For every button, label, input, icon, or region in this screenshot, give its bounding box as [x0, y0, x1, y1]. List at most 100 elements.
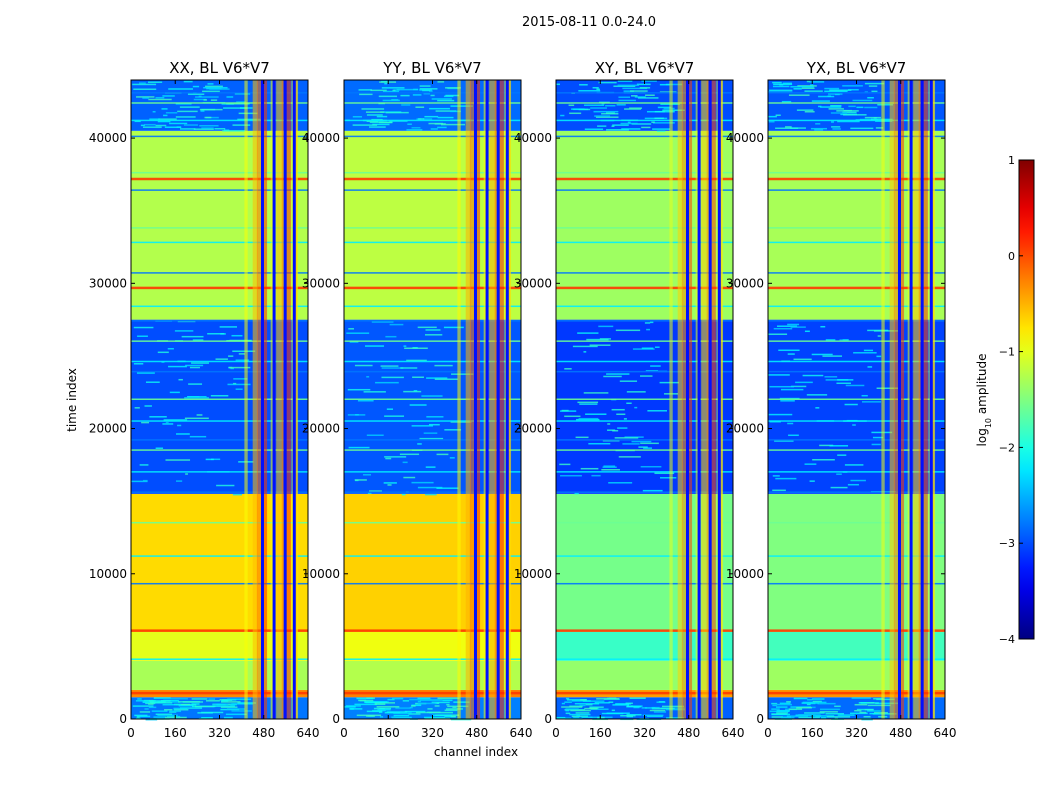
speckle — [223, 107, 248, 109]
streak — [556, 102, 733, 104]
speckle — [639, 87, 651, 89]
speckle — [812, 459, 835, 461]
streak — [344, 360, 521, 363]
streak — [344, 582, 521, 585]
speckle — [850, 712, 868, 715]
x-tick-label: 480 — [889, 726, 912, 740]
speckle — [209, 88, 230, 90]
speckle — [601, 469, 620, 471]
speckle — [572, 345, 598, 348]
speckle — [871, 90, 878, 93]
streak — [556, 92, 733, 94]
speckle — [564, 368, 572, 370]
speckle — [663, 107, 675, 110]
speckle — [876, 698, 895, 701]
streak — [768, 320, 945, 322]
speckle — [401, 104, 411, 106]
x-tick-label: 480 — [677, 726, 700, 740]
speckle — [193, 128, 214, 130]
speckle — [560, 114, 565, 117]
streak — [131, 449, 308, 451]
speckle — [450, 110, 461, 113]
streak — [344, 471, 521, 473]
speckle — [434, 702, 440, 705]
speckle — [165, 459, 191, 461]
colorbar-tick-label: −3 — [999, 537, 1015, 550]
speckle — [834, 705, 841, 708]
speckle — [412, 94, 422, 96]
speckle — [165, 421, 169, 424]
rfi-stripe — [281, 80, 286, 719]
speckle — [215, 358, 228, 360]
streak — [131, 491, 308, 493]
speckle — [347, 388, 371, 391]
speckle — [406, 129, 423, 131]
speckle — [173, 703, 191, 706]
speckle — [359, 699, 374, 702]
speckle — [132, 83, 157, 86]
speckle — [776, 703, 792, 706]
speckle — [407, 123, 412, 125]
rfi-stripe — [913, 80, 920, 719]
speckle — [216, 703, 226, 706]
speckle — [566, 699, 587, 701]
speckle — [426, 377, 448, 379]
speckle — [618, 96, 631, 98]
speckle — [376, 706, 400, 708]
speckle — [366, 376, 370, 378]
x-tick-label: 0 — [764, 726, 772, 740]
y-tick-label: 10000 — [514, 567, 552, 581]
streak — [556, 286, 733, 290]
speckle — [780, 716, 795, 719]
speckle — [207, 83, 214, 85]
streak — [768, 691, 945, 695]
streak — [556, 420, 733, 422]
speckle — [824, 376, 838, 378]
streak — [768, 171, 945, 174]
speckle — [165, 716, 187, 719]
speckle — [408, 713, 421, 715]
speckle — [621, 128, 641, 130]
speckle — [660, 477, 677, 479]
speckle — [382, 90, 399, 93]
speckle — [626, 705, 642, 708]
speckle — [429, 90, 433, 92]
rfi-stripe — [900, 80, 905, 719]
speckle — [446, 703, 450, 706]
speckle — [618, 99, 636, 102]
speckle — [560, 474, 582, 477]
speckle — [137, 698, 142, 700]
speckle — [657, 106, 672, 109]
speckle — [437, 116, 454, 119]
speckle — [820, 106, 842, 108]
speckle — [571, 108, 585, 110]
speckle — [364, 701, 389, 703]
speckle — [568, 104, 575, 107]
speckle — [642, 489, 663, 492]
rfi-gap — [272, 80, 276, 719]
speckle — [605, 112, 615, 114]
speckle — [442, 699, 453, 702]
speckle — [796, 706, 812, 709]
speckle — [612, 124, 629, 126]
speckle — [645, 369, 659, 372]
speckle — [185, 473, 188, 475]
y-tick-label: 20000 — [726, 422, 764, 436]
speckle — [826, 716, 851, 718]
speckle — [630, 90, 648, 92]
x-tick-label: 320 — [845, 726, 868, 740]
speckle — [152, 110, 156, 113]
speckle — [404, 347, 428, 350]
speckle — [421, 395, 443, 397]
speckle — [875, 702, 900, 705]
streak — [556, 471, 733, 473]
speckle — [149, 118, 161, 120]
speckle — [877, 103, 893, 106]
speckle — [843, 114, 867, 116]
speckle — [191, 698, 208, 700]
streak — [768, 491, 945, 493]
speckle — [409, 706, 413, 709]
speckle — [620, 714, 636, 717]
speckle — [133, 88, 157, 90]
speckle — [155, 96, 165, 99]
